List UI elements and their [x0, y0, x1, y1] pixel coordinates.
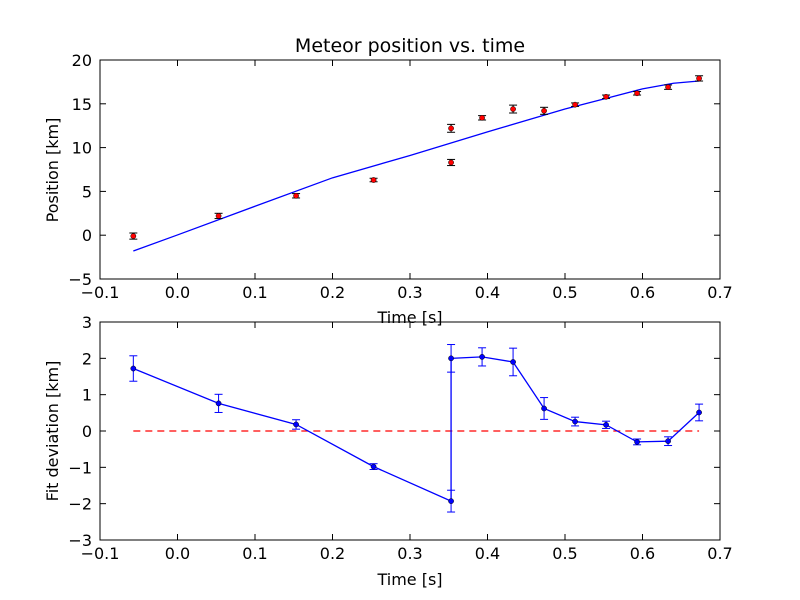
- deviation-y-tick-label: 1: [82, 386, 92, 405]
- deviation-x-tick-label: 0.4: [475, 544, 500, 563]
- deviation-plot-frame: [99, 321, 721, 541]
- position-data-point: [448, 159, 454, 166]
- deviation-x-tick-label: 0.2: [320, 544, 345, 563]
- deviation-data-point: [293, 421, 299, 428]
- position-data-point: [293, 192, 299, 199]
- deviation-data-point: [448, 498, 454, 504]
- deviation-y-tick-label: −3: [68, 531, 92, 550]
- position-x-tick-label: 0.0: [165, 283, 190, 302]
- position-x-tick-label: 0.1: [242, 283, 267, 302]
- position-data-point: [448, 125, 454, 132]
- position-y-tick-label: 10: [72, 139, 92, 158]
- deviation-data-point: [479, 354, 485, 360]
- deviation-line: [133, 356, 700, 503]
- deviation-data-point: [603, 421, 609, 428]
- deviation-data-point: [541, 405, 547, 412]
- deviation-x-tick-label: 0.3: [397, 544, 422, 563]
- deviation-data-point: [130, 365, 137, 372]
- position-data-point: [130, 233, 137, 239]
- position-data-point: [370, 177, 377, 183]
- position-x-tick-label: −0.1: [81, 283, 120, 302]
- deviation-data-point: [665, 438, 671, 445]
- chart-title: Meteor position vs. time: [295, 35, 525, 57]
- deviation-data-point: [370, 463, 377, 470]
- deviation-ticks: −0.1 0.0 0.1 0.2 0.3 0.4 0.5 0.6 0.7 −3 −2 −1 0 1 2 3: [68, 313, 732, 563]
- position-x-tick-label: 0.2: [320, 283, 345, 302]
- position-x-tick-label: 0.3: [397, 283, 422, 302]
- position-data-point: [510, 106, 516, 112]
- deviation-marks: [129, 344, 704, 513]
- deviation-data-point: [215, 400, 222, 407]
- position-x-tick-label: 0.6: [630, 283, 655, 302]
- deviation-x-tick-label: 0.7: [707, 544, 732, 563]
- deviation-subplot: −0.1 0.0 0.1 0.2 0.3 0.4 0.5 0.6 0.7 −3 −2 −1 0 1 2 3 T…: [43, 313, 733, 589]
- deviation-data-point: [572, 418, 578, 425]
- position-x-tick-label: 0.4: [475, 283, 500, 302]
- deviation-data-point: [696, 409, 702, 416]
- deviation-data-point: [510, 359, 516, 365]
- deviation-y-axis-label: Fit deviation [km]: [43, 361, 62, 502]
- position-data-point: [479, 114, 485, 121]
- deviation-x-tick-label: 0.6: [630, 544, 655, 563]
- position-x-tick-label: 0.7: [707, 283, 732, 302]
- position-data-point: [665, 84, 671, 91]
- position-plot-frame: [99, 59, 721, 280]
- deviation-x-tick-label: 0.0: [165, 544, 190, 563]
- position-data-point: [603, 93, 609, 100]
- position-y-tick-label: −5: [68, 270, 92, 289]
- deviation-x-tick-label: 0.5: [552, 544, 577, 563]
- position-y-tick-label: 5: [82, 182, 92, 201]
- position-marks: [129, 75, 704, 252]
- position-y-tick-label: 0: [82, 226, 92, 245]
- position-data-point: [215, 213, 222, 219]
- deviation-x-tick-label: −0.1: [81, 544, 120, 563]
- deviation-y-tick-label: 3: [82, 313, 92, 332]
- position-y-tick-label: 20: [72, 51, 92, 70]
- position-subplot: Meteor position vs. time −0.1 0.0 0.1 0.2 0.…: [43, 35, 733, 327]
- deviation-data-point: [634, 439, 640, 445]
- fit-line: [133, 80, 700, 252]
- position-y-axis-label: Position [km]: [43, 118, 62, 223]
- deviation-data-point: [448, 355, 454, 362]
- deviation-x-axis-label: Time [s]: [376, 570, 442, 589]
- deviation-y-tick-label: −2: [68, 495, 92, 514]
- position-data-point: [541, 107, 547, 114]
- deviation-x-tick-label: 0.1: [242, 544, 267, 563]
- position-data-point: [634, 90, 640, 97]
- position-y-tick-label: 15: [72, 95, 92, 114]
- position-x-tick-label: 0.5: [552, 283, 577, 302]
- deviation-y-tick-label: −1: [68, 458, 92, 477]
- position-data-point: [572, 101, 578, 108]
- position-data-point: [696, 75, 702, 82]
- position-ticks: −0.1 0.0 0.1 0.2 0.3 0.4 0.5 0.6 0.7 −5 0 5 10 15 20: [68, 51, 732, 302]
- deviation-y-tick-label: 2: [82, 349, 92, 368]
- deviation-y-tick-label: 0: [82, 422, 92, 441]
